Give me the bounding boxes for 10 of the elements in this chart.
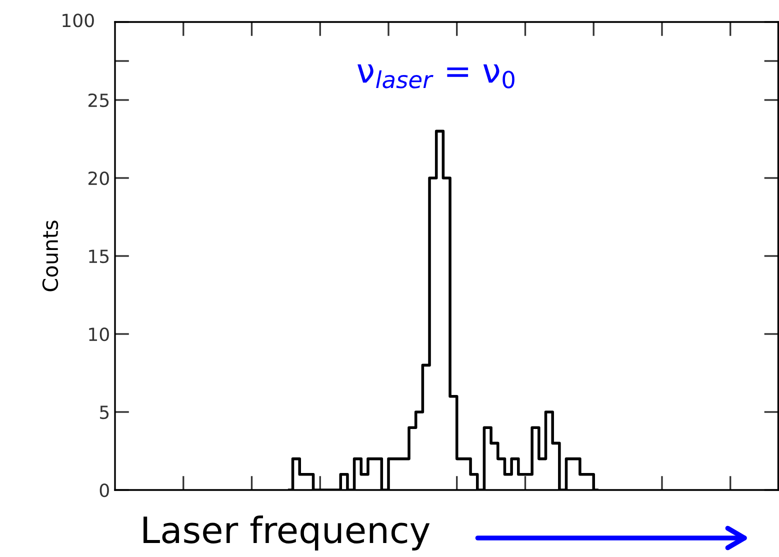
y-axis-title: Counts (42, 220, 58, 292)
y-tick-label: 25 (88, 93, 109, 108)
y-tick-label: 0 (100, 483, 109, 498)
text: 100 (62, 14, 94, 28)
y-tick-label: 20 (88, 171, 109, 186)
y-tick-label: 5 (100, 406, 109, 420)
y-tick-label: 10 (89, 327, 109, 342)
annotation: ν$_{laser}$ = ν$_{0}$ (358, 64, 514, 88)
x-axis-title: Laser frequency (144, 516, 430, 550)
y-tick-label: 15 (89, 250, 109, 264)
